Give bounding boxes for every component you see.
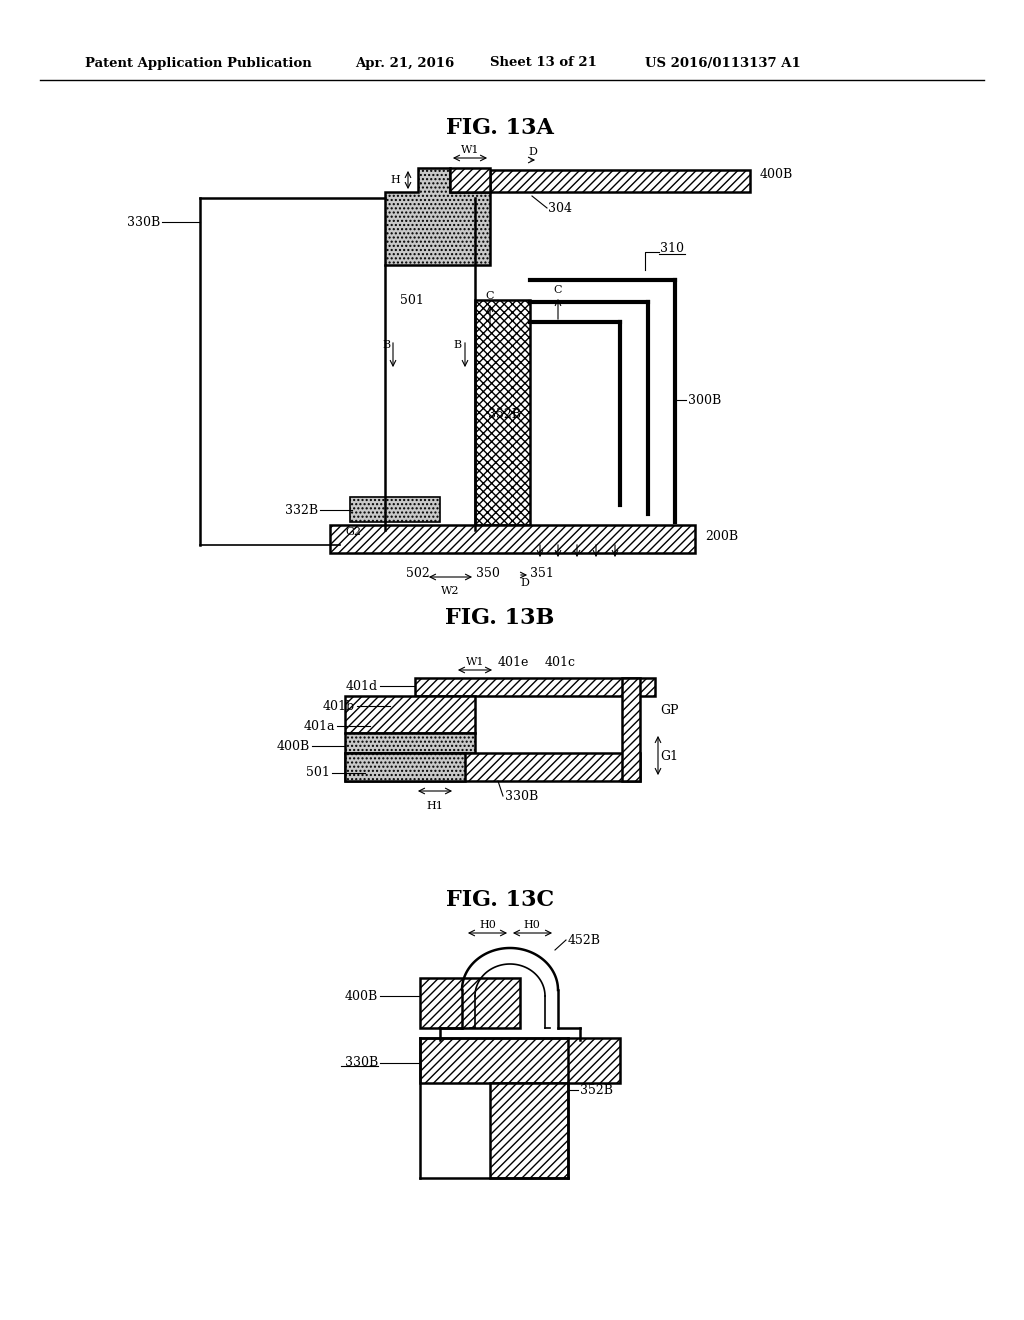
Text: W1: W1 (466, 657, 484, 667)
Text: 400B: 400B (345, 990, 378, 1002)
Text: 310: 310 (660, 242, 684, 255)
Text: G2: G2 (345, 527, 361, 537)
Bar (350, 498, 440, 521)
Text: D: D (528, 147, 537, 157)
Text: W2: W2 (440, 586, 459, 597)
Text: B: B (383, 341, 391, 350)
Text: 502: 502 (407, 568, 430, 579)
Text: B: B (454, 341, 462, 350)
Bar (622, 678, 640, 781)
Text: 330B: 330B (505, 789, 539, 803)
Text: 401d: 401d (346, 680, 378, 693)
Polygon shape (385, 168, 490, 265)
Text: 401e: 401e (498, 656, 529, 668)
Bar (345, 696, 475, 733)
Bar (345, 752, 640, 781)
Bar (345, 733, 475, 752)
Text: FIG. 13C: FIG. 13C (445, 888, 554, 911)
Text: D: D (520, 578, 528, 587)
Text: 330B: 330B (345, 1056, 378, 1069)
Text: 401b: 401b (323, 700, 355, 713)
Text: 452B: 452B (568, 933, 601, 946)
Bar (420, 1038, 620, 1082)
Text: H0: H0 (523, 920, 541, 931)
Bar (420, 978, 520, 1028)
Text: 200B: 200B (705, 531, 738, 544)
Text: 401c: 401c (545, 656, 575, 668)
Text: 351: 351 (530, 568, 554, 579)
Text: W1: W1 (461, 145, 479, 154)
Bar (415, 678, 655, 696)
Text: C: C (554, 285, 562, 294)
Bar (490, 1082, 568, 1177)
Text: H0: H0 (479, 920, 497, 931)
Text: 400B: 400B (276, 739, 310, 752)
Bar (345, 752, 465, 781)
Text: C: C (485, 290, 495, 301)
Text: FIG. 13A: FIG. 13A (446, 117, 554, 139)
Text: 300B: 300B (688, 393, 721, 407)
Text: 400B: 400B (760, 169, 794, 181)
Text: 350: 350 (476, 568, 500, 579)
Text: 304: 304 (548, 202, 572, 214)
Bar (330, 525, 695, 553)
Text: Patent Application Publication: Patent Application Publication (85, 57, 311, 70)
Text: FIG. 13B: FIG. 13B (445, 607, 555, 630)
Text: 501: 501 (306, 767, 330, 780)
Text: GP: GP (660, 704, 679, 717)
Text: 401a: 401a (303, 719, 335, 733)
Text: H: H (390, 176, 400, 185)
Text: US 2016/0113137 A1: US 2016/0113137 A1 (645, 57, 801, 70)
Text: 330B: 330B (127, 215, 160, 228)
Text: Apr. 21, 2016: Apr. 21, 2016 (355, 57, 455, 70)
Text: G1: G1 (660, 750, 678, 763)
Bar (490, 170, 750, 191)
Text: H1: H1 (427, 801, 443, 810)
Text: 352B: 352B (580, 1084, 613, 1097)
Text: 332B: 332B (285, 503, 318, 516)
Text: Sheet 13 of 21: Sheet 13 of 21 (490, 57, 597, 70)
Text: 352B: 352B (488, 408, 521, 421)
Bar (475, 300, 530, 525)
Bar (450, 168, 490, 191)
Text: 501: 501 (400, 293, 424, 306)
